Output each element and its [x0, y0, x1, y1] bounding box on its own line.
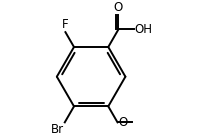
Text: F: F — [62, 18, 69, 31]
Text: OH: OH — [135, 23, 153, 36]
Text: Br: Br — [51, 123, 64, 136]
Text: O: O — [118, 116, 128, 129]
Text: O: O — [114, 1, 123, 14]
